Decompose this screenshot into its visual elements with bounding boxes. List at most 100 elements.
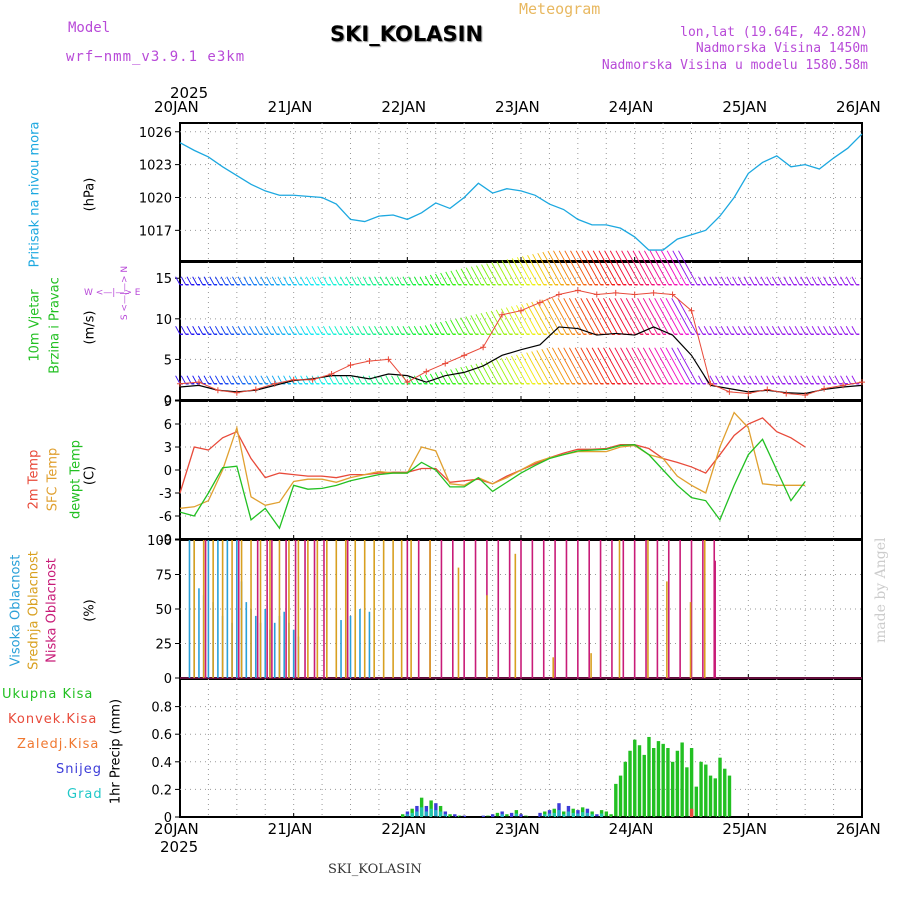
wind-barb: [828, 326, 834, 335]
wind-barb: [659, 347, 681, 384]
wind-barb: [521, 353, 539, 384]
precip-bar: [689, 748, 694, 817]
wind-barb: [676, 347, 698, 384]
wind-barb: [511, 306, 528, 335]
meteogram-label: Meteogram: [519, 0, 601, 18]
wind-barb: [551, 347, 573, 384]
wind-barb: [672, 250, 692, 285]
wind-barb: [485, 311, 499, 335]
wind-barb: [429, 324, 437, 335]
wind-barb: [505, 307, 522, 335]
wind-barb: [328, 326, 334, 335]
wind-barb: [413, 276, 420, 285]
wind-barb: [203, 326, 209, 335]
footer-station: SKI_KOLASIN: [328, 862, 422, 877]
wind-barb: [180, 276, 187, 285]
wind-barb: [760, 276, 766, 285]
wind-barb: [811, 326, 817, 335]
wind-barb: [328, 276, 334, 285]
wind-barb: [396, 375, 403, 384]
date-label: 23JAN: [495, 98, 540, 116]
wind-barb: [506, 259, 522, 285]
wind-barb: [817, 276, 823, 285]
precip-bar: [400, 814, 405, 817]
gust-marker: [480, 344, 487, 351]
wind-barb: [823, 276, 829, 285]
wind-barb: [823, 326, 829, 335]
gust-marker: [309, 376, 316, 383]
wind-barb: [665, 298, 687, 335]
wind-barb: [516, 257, 533, 285]
wind-barb: [586, 298, 607, 335]
y-tick-label: 1017: [139, 224, 172, 239]
wind-barb: [632, 250, 653, 285]
precip-graupel: [434, 810, 438, 817]
wind-barb: [732, 276, 738, 285]
wind-barb: [666, 250, 687, 285]
wind-barb: [408, 326, 414, 335]
y-tick-label: 5: [164, 353, 172, 368]
wind-barb: [794, 375, 800, 384]
wind-barb: [678, 250, 698, 285]
precip-graupel: [557, 810, 561, 817]
wind-barb: [413, 326, 420, 335]
wind-barb: [720, 375, 726, 384]
wind-barb: [789, 375, 795, 384]
wind-barb: [597, 298, 619, 335]
wind-barb: [709, 326, 715, 335]
wind-barb: [659, 298, 681, 335]
wind-barb: [546, 347, 567, 384]
station-title: SKI_KOLASIN: [330, 22, 484, 46]
wind-barb: [800, 326, 806, 335]
date-label: 24JAN: [608, 820, 654, 838]
wind-barb: [402, 276, 408, 285]
precip-bar: [642, 754, 646, 817]
wind-barb: [460, 268, 471, 285]
wind-barb: [470, 266, 482, 285]
precip-graupel: [566, 811, 571, 817]
precip-graupel: [500, 814, 504, 817]
wind-barb: [305, 326, 312, 335]
precip-graupel: [562, 814, 566, 817]
wind-barb: [445, 271, 454, 285]
precip-bar: [713, 778, 717, 817]
precip-bar: [670, 761, 675, 817]
wind-barb: [749, 276, 755, 285]
precip-graupel: [585, 812, 590, 817]
precip-bar: [614, 783, 618, 817]
precip-bar: [609, 814, 613, 817]
gust-marker: [745, 390, 752, 397]
precip-bar: [699, 761, 703, 817]
gust-marker: [404, 379, 411, 386]
date-label: 21JAN: [267, 98, 313, 116]
date-label: 22JAN: [381, 820, 427, 838]
wind-barb: [288, 326, 295, 335]
wind-barb: [591, 298, 613, 335]
wind-barb: [608, 298, 630, 335]
wind-barb: [643, 250, 664, 285]
wind-barb: [661, 250, 681, 285]
precip-bar: [723, 768, 727, 817]
wind-barb: [851, 276, 857, 285]
y-tick-label: 0.6: [151, 728, 172, 743]
wind-barb: [614, 347, 636, 384]
wind-barb: [743, 326, 749, 335]
wind-barb: [834, 326, 840, 335]
legend-conv: Konvek.Kisa: [8, 712, 98, 727]
wind-barb: [648, 347, 670, 384]
gust-marker: [783, 390, 790, 397]
wind-barb: [322, 276, 329, 285]
wind-barb: [220, 326, 226, 335]
wind-barb: [357, 276, 363, 285]
panel-temperature: -9 -6 -3 0 3 6 9: [159, 395, 863, 548]
wind-barb: [564, 250, 584, 285]
precip-bar: [595, 814, 599, 817]
date-label: 25JAN: [722, 820, 768, 838]
wind-barb: [569, 298, 590, 335]
wind-barb: [732, 326, 738, 335]
wind-barb: [495, 359, 511, 384]
precip-graupel: [543, 814, 547, 817]
wind-barb: [249, 326, 255, 335]
altitude: Nadmorska Visina 1450m: [695, 41, 868, 56]
y-tick-label: 10: [155, 313, 172, 328]
